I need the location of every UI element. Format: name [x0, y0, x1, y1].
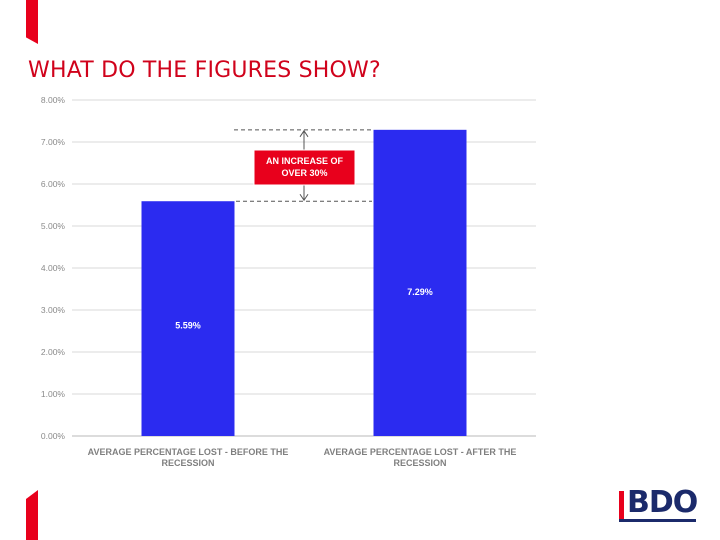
bar	[141, 201, 235, 436]
x-category-label: AVERAGE PERCENTAGE LOST - AFTER THE	[324, 447, 517, 457]
y-tick-label: 0.00%	[41, 431, 66, 441]
annotation-box	[253, 149, 356, 186]
annotation-arrow-up	[299, 129, 309, 138]
x-category-label: RECESSION	[393, 458, 446, 468]
accent-bar-top	[26, 0, 38, 44]
slide-title: WHAT DO THE FIGURES SHOW?	[28, 58, 381, 83]
y-tick-label: 2.00%	[41, 347, 66, 357]
x-category-label: AVERAGE PERCENTAGE LOST - BEFORE THE	[88, 447, 289, 457]
y-tick-label: 3.00%	[41, 305, 66, 315]
logo-underline	[619, 519, 696, 522]
annotation-text: OVER 30%	[281, 168, 327, 178]
logo-accent-bar	[619, 491, 624, 519]
y-tick-label: 5.00%	[41, 221, 66, 231]
y-tick-label: 1.00%	[41, 389, 66, 399]
bar	[373, 129, 467, 436]
y-tick-label: 6.00%	[41, 179, 66, 189]
bdo-logo: BDO	[616, 485, 698, 523]
y-tick-label: 7.00%	[41, 137, 66, 147]
accent-bar-bottom	[26, 490, 38, 540]
annotation-text: AN INCREASE OF	[266, 156, 344, 166]
x-category-label: RECESSION	[161, 458, 214, 468]
annotation-arrow-down	[299, 193, 309, 202]
data-label: 7.29%	[407, 287, 433, 297]
logo-text: BDO	[627, 485, 698, 520]
data-label: 5.59%	[175, 321, 201, 331]
y-tick-label: 8.00%	[41, 95, 66, 105]
y-tick-label: 4.00%	[41, 263, 66, 273]
